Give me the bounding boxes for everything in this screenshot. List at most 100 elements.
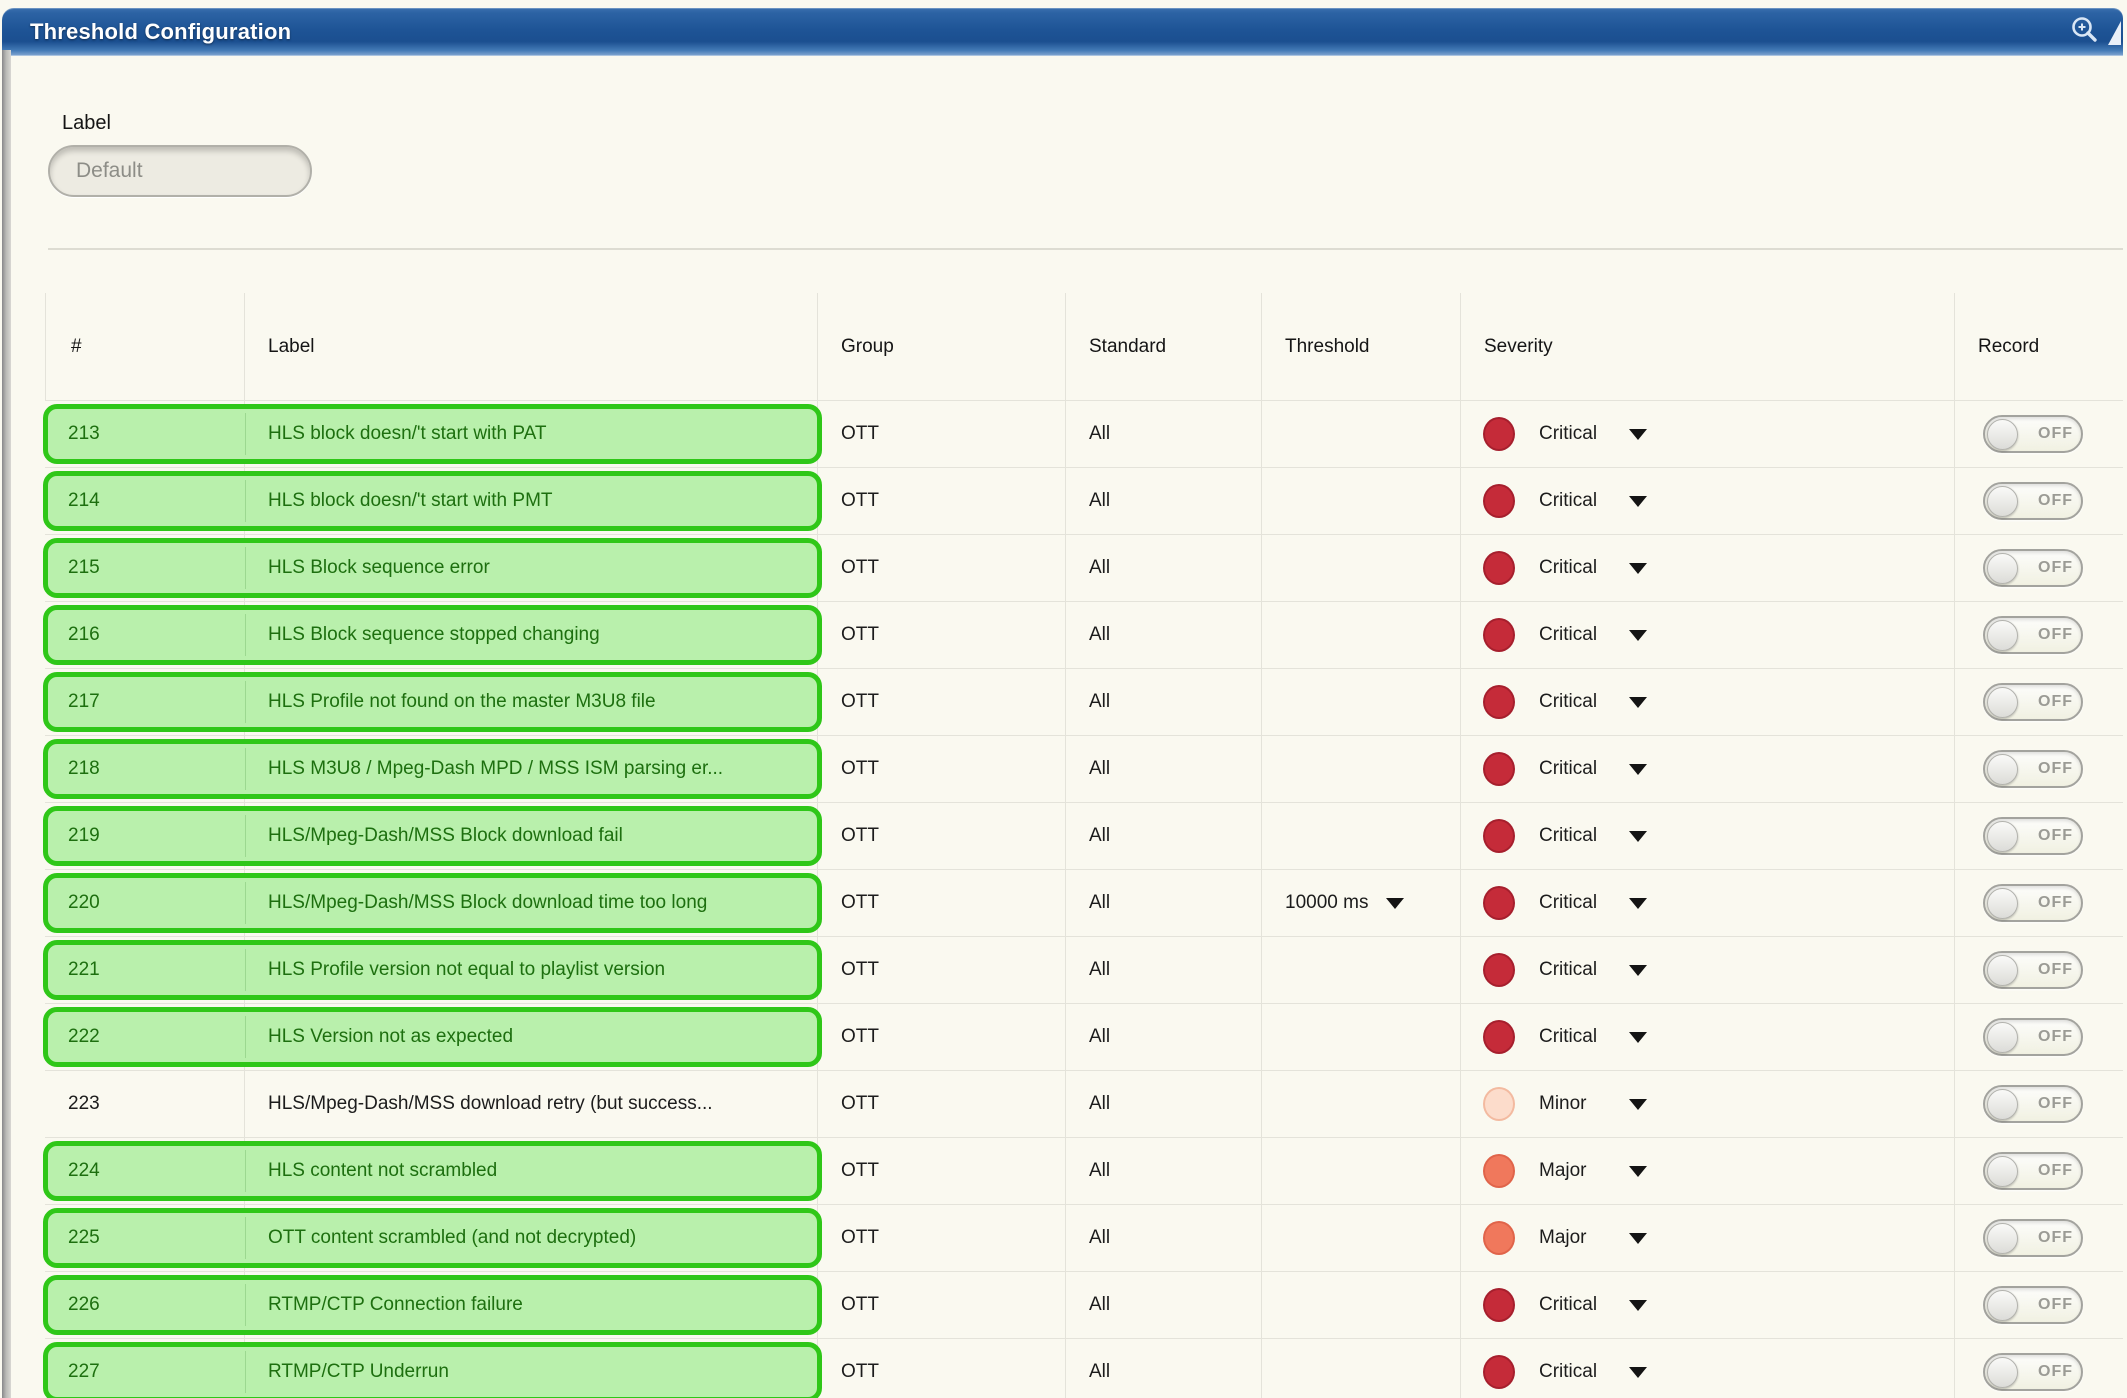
severity-dropdown[interactable]: Major <box>1483 1205 1954 1271</box>
severity-dropdown[interactable]: Critical <box>1483 803 1954 869</box>
record-toggle[interactable]: OFF <box>1983 1152 2083 1190</box>
table-row[interactable]: 226 RTMP/CTP Connection failure OTT All … <box>43 1271 2123 1338</box>
table-row[interactable]: 213 HLS block doesn/'t start with PAT OT… <box>43 400 2123 467</box>
record-toggle[interactable]: OFF <box>1983 1219 2083 1257</box>
cell-standard: All <box>1066 870 1262 936</box>
cell-standard: All <box>1066 1138 1262 1204</box>
severity-label: Major <box>1539 1227 1587 1248</box>
record-toggle[interactable]: OFF <box>1983 750 2083 788</box>
cell-group: OTT <box>818 937 1066 1003</box>
toggle-state-label: OFF <box>2038 1296 2073 1313</box>
cell-threshold: 10000 ms <box>1262 870 1461 936</box>
chevron-down-icon <box>1629 763 1647 775</box>
table-row[interactable]: 221 HLS Profile version not equal to pla… <box>43 936 2123 1003</box>
severity-dot-icon <box>1483 417 1515 451</box>
zoom-in-icon[interactable] <box>2068 14 2102 53</box>
toggle-state-label: OFF <box>2038 1229 2073 1246</box>
label-input[interactable] <box>48 145 312 197</box>
table-row[interactable]: 222 HLS Version not as expected OTT All … <box>43 1003 2123 1070</box>
cell-severity: Critical <box>1461 1339 1955 1398</box>
record-toggle[interactable]: OFF <box>1983 1018 2083 1056</box>
severity-dropdown[interactable]: Critical <box>1483 1004 1954 1070</box>
table-row[interactable]: 214 HLS block doesn/'t start with PMT OT… <box>43 467 2123 534</box>
cell-record: OFF <box>1955 870 2123 936</box>
cell-severity: Critical <box>1461 1272 1955 1338</box>
toggle-knob <box>1987 552 2018 584</box>
threshold-dropdown[interactable]: 10000 ms <box>1285 892 1405 914</box>
severity-dot-icon <box>1483 484 1515 518</box>
cell-record: OFF <box>1955 401 2123 467</box>
severity-dropdown[interactable]: Critical <box>1483 602 1954 668</box>
cell-standard: All <box>1066 1339 1262 1398</box>
severity-dot-icon <box>1483 1154 1515 1188</box>
severity-dropdown[interactable]: Major <box>1483 1138 1954 1204</box>
severity-dropdown[interactable]: Critical <box>1483 736 1954 802</box>
record-toggle[interactable]: OFF <box>1983 1286 2083 1324</box>
cell-severity: Minor <box>1461 1071 1955 1137</box>
severity-dropdown[interactable]: Critical <box>1483 468 1954 534</box>
toggle-knob <box>1987 753 2018 785</box>
table-row[interactable]: 225 OTT content scrambled (and not decry… <box>43 1204 2123 1271</box>
toggle-state-label: OFF <box>2038 1162 2073 1179</box>
cell-standard: All <box>1066 602 1262 668</box>
table-row[interactable]: 216 HLS Block sequence stopped changing … <box>43 601 2123 668</box>
record-toggle[interactable]: OFF <box>1983 616 2083 654</box>
toggle-state-label: OFF <box>2038 693 2073 710</box>
severity-dropdown[interactable]: Critical <box>1483 401 1954 467</box>
row-highlight <box>43 404 822 464</box>
record-toggle[interactable]: OFF <box>1983 683 2083 721</box>
cell-standard: All <box>1066 535 1262 601</box>
cell-threshold <box>1262 1071 1461 1137</box>
record-toggle[interactable]: OFF <box>1983 951 2083 989</box>
cell-record: OFF <box>1955 1138 2123 1204</box>
chevron-down-icon <box>1629 897 1647 909</box>
record-toggle[interactable]: OFF <box>1983 1085 2083 1123</box>
severity-dot-icon <box>1483 1288 1515 1322</box>
record-toggle[interactable]: OFF <box>1983 482 2083 520</box>
cell-threshold <box>1262 803 1461 869</box>
cell-threshold <box>1262 1138 1461 1204</box>
toggle-knob <box>1987 1289 2018 1321</box>
cell-record: OFF <box>1955 1205 2123 1271</box>
cell-record: OFF <box>1955 937 2123 1003</box>
col-label: Label <box>245 293 818 400</box>
table-row[interactable]: 218 HLS M3U8 / Mpeg-Dash MPD / MSS ISM p… <box>43 735 2123 802</box>
cell-severity: Critical <box>1461 870 1955 936</box>
cell-standard: All <box>1066 937 1262 1003</box>
severity-dropdown[interactable]: Critical <box>1483 1339 1954 1398</box>
toggle-knob <box>1987 1088 2018 1120</box>
severity-dropdown[interactable]: Critical <box>1483 535 1954 601</box>
severity-label: Critical <box>1539 825 1598 846</box>
table-row[interactable]: 223 HLS/Mpeg-Dash/MSS download retry (bu… <box>45 1070 2123 1137</box>
toggle-knob <box>1987 1222 2018 1254</box>
cell-threshold <box>1262 1004 1461 1070</box>
record-toggle[interactable]: OFF <box>1983 549 2083 587</box>
toggle-knob <box>1987 418 2018 450</box>
record-toggle[interactable]: OFF <box>1983 415 2083 453</box>
record-toggle[interactable]: OFF <box>1983 884 2083 922</box>
table-row[interactable]: 215 HLS Block sequence error OTT All Cri… <box>43 534 2123 601</box>
cell-group: OTT <box>818 602 1066 668</box>
cell-severity: Critical <box>1461 1004 1955 1070</box>
cell-group: OTT <box>818 1071 1066 1137</box>
record-toggle[interactable]: OFF <box>1983 1353 2083 1391</box>
table-row[interactable]: 219 HLS/Mpeg-Dash/MSS Block download fai… <box>43 802 2123 869</box>
severity-dropdown[interactable]: Critical <box>1483 669 1954 735</box>
cell-record: OFF <box>1955 803 2123 869</box>
table-row[interactable]: 220 HLS/Mpeg-Dash/MSS Block download tim… <box>43 869 2123 936</box>
toggle-state-label: OFF <box>2038 425 2073 442</box>
severity-dropdown[interactable]: Critical <box>1483 1272 1954 1338</box>
severity-dropdown[interactable]: Critical <box>1483 870 1954 936</box>
table-row[interactable]: 224 HLS content not scrambled OTT All Ma… <box>43 1137 2123 1204</box>
table-row[interactable]: 217 HLS Profile not found on the master … <box>43 668 2123 735</box>
record-toggle[interactable]: OFF <box>1983 817 2083 855</box>
cell-group: OTT <box>818 736 1066 802</box>
toggle-state-label: OFF <box>2038 626 2073 643</box>
table-row[interactable]: 227 RTMP/CTP Underrun OTT All Critical O… <box>43 1338 2123 1398</box>
toggle-knob <box>1987 820 2018 852</box>
col-group: Group <box>818 293 1066 400</box>
cell-standard: All <box>1066 1071 1262 1137</box>
severity-dropdown[interactable]: Critical <box>1483 937 1954 1003</box>
severity-dropdown[interactable]: Minor <box>1483 1071 1954 1137</box>
partial-icon[interactable] <box>2108 21 2121 45</box>
